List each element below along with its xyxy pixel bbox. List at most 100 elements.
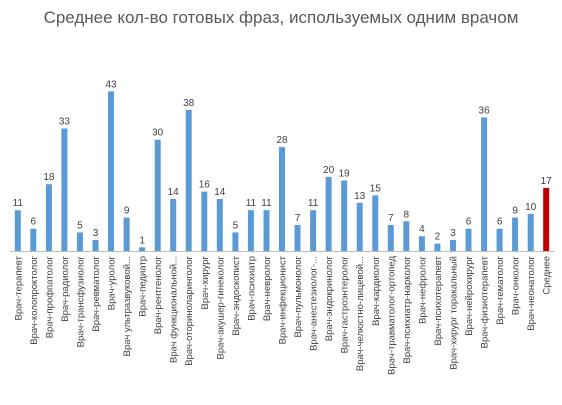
- bar: [30, 228, 37, 251]
- data-label: 3: [450, 228, 456, 239]
- bar: [247, 210, 254, 251]
- bar: [76, 232, 83, 251]
- category-label: Врач-онколог: [511, 255, 522, 315]
- category-label: Врач-профпатолог: [44, 255, 55, 338]
- data-label: 8: [404, 209, 410, 220]
- bar: [154, 139, 161, 251]
- bar: [61, 128, 68, 251]
- data-label: 3: [93, 228, 99, 239]
- data-label: 11: [261, 198, 272, 209]
- category-label: Врач-психиатр-нарколог: [402, 255, 413, 363]
- bar: [263, 210, 270, 251]
- data-label: 13: [354, 191, 366, 202]
- category-label: Врач-колопроктолог: [29, 255, 40, 344]
- data-label: 5: [77, 220, 83, 231]
- category-label: Врач-трансфузиолог: [75, 255, 86, 347]
- data-label: 7: [388, 213, 394, 224]
- bar: [512, 217, 519, 251]
- category-label: Врач-пульмонолог: [293, 255, 304, 337]
- bar: [123, 217, 130, 251]
- data-label: 5: [233, 220, 239, 231]
- bar: [325, 176, 332, 251]
- data-label: 11: [246, 198, 257, 209]
- data-label: 6: [497, 217, 503, 228]
- data-label: 6: [31, 217, 37, 228]
- bar: [170, 199, 177, 251]
- category-label: Врач-терапевт: [13, 255, 24, 320]
- bar: [356, 202, 363, 251]
- category-label: Врач-гастроэнтеролог: [340, 255, 351, 353]
- bar: [185, 110, 192, 251]
- bar: [310, 210, 317, 251]
- category-label: Врач-педиатр: [138, 256, 149, 317]
- bar: [139, 247, 146, 251]
- category-label: Врач-радиолог: [60, 255, 71, 321]
- data-label: 33: [59, 117, 71, 128]
- bar: [45, 184, 52, 251]
- bar: [418, 236, 425, 251]
- category-label: Врач-хирург: [200, 255, 211, 309]
- category-label: Врач-травматолог-ортопед: [386, 256, 397, 375]
- chart-title: Среднее кол-во готовых фраз, используемы…: [43, 8, 519, 27]
- bar: [387, 225, 394, 251]
- data-label: 43: [105, 79, 117, 90]
- data-label: 30: [152, 128, 164, 139]
- data-label: 7: [295, 213, 301, 224]
- data-label: 14: [168, 187, 180, 198]
- category-label: Врач-ревматолог: [91, 255, 102, 331]
- category-label: Врач-анестезиолог-...: [309, 256, 320, 351]
- data-label: 20: [323, 165, 335, 176]
- data-label: 17: [541, 176, 553, 187]
- data-label: 15: [370, 183, 382, 194]
- bar: [232, 232, 239, 251]
- category-label: Врач-неонатолог: [526, 255, 537, 330]
- bar: [201, 191, 208, 251]
- category-label: Врач-оториноларинголог: [184, 255, 195, 365]
- category-label: Врач-физиотерапевт: [480, 255, 491, 348]
- category-label: Врач ультразвуковой...: [122, 256, 133, 356]
- bar: [496, 228, 503, 251]
- data-label: 36: [479, 105, 491, 116]
- data-label: 2: [435, 232, 441, 243]
- bar: [279, 147, 285, 251]
- category-label: Врач-рентгенолог: [153, 255, 164, 334]
- bar: [450, 239, 456, 251]
- data-label: 38: [183, 98, 195, 109]
- category-label: Врач-невролог: [262, 255, 273, 321]
- data-label: 4: [419, 224, 425, 235]
- data-label: 28: [276, 135, 288, 146]
- data-label: 11: [13, 198, 24, 209]
- category-label: Врач-психотерапевт: [433, 255, 444, 345]
- bar: [465, 228, 472, 251]
- category-label: Врач-инфекционист: [278, 255, 289, 344]
- category-label: Врач-акушер-гинеколог: [215, 255, 226, 359]
- bar: [403, 221, 410, 251]
- category-label: Врач-уролог: [107, 255, 118, 310]
- bar: [527, 213, 534, 251]
- data-label: 14: [214, 187, 226, 198]
- bar: [481, 117, 488, 252]
- category-label: Врач-челюстно-лицевой...: [355, 256, 366, 371]
- category-label: Врач-эндоскопист: [231, 255, 242, 335]
- bar: [216, 199, 223, 251]
- data-label: 9: [124, 206, 130, 217]
- bar: [372, 195, 379, 251]
- bar: [434, 243, 441, 251]
- category-label: Врач-нейрохирург: [464, 255, 475, 335]
- bar: [14, 210, 21, 251]
- data-label: 19: [339, 169, 351, 180]
- bar: [92, 239, 99, 251]
- category-label: Врач-хирург торакальный: [449, 256, 460, 370]
- data-label: 11: [308, 198, 319, 209]
- data-label: 16: [199, 180, 211, 191]
- category-label: Врач-нефролог: [417, 255, 428, 323]
- data-label: 10: [525, 202, 537, 213]
- category-label: Среднее: [542, 256, 553, 295]
- bar: [294, 225, 301, 251]
- bar: [341, 180, 348, 251]
- bar: [108, 91, 114, 252]
- category-label: Врач-кардиолог: [371, 255, 382, 325]
- data-label: 1: [139, 235, 145, 246]
